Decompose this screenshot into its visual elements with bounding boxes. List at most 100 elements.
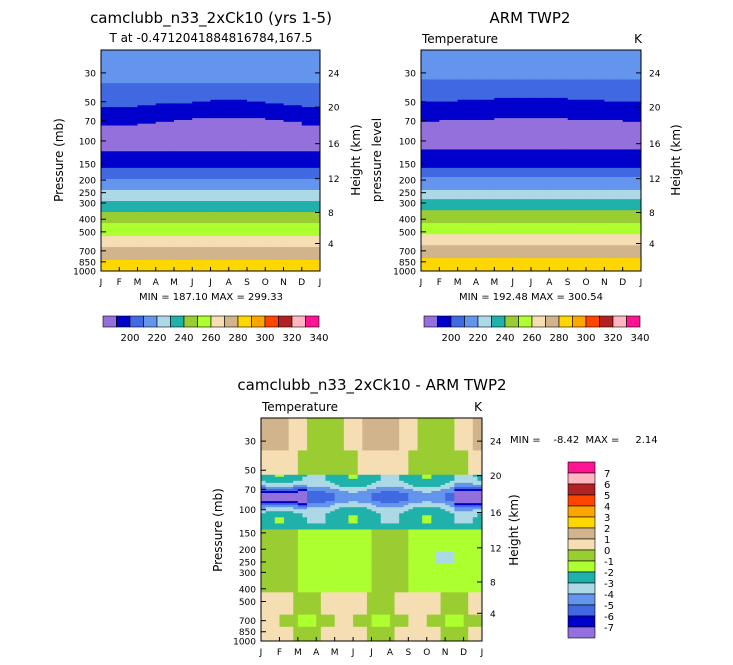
diff-cell xyxy=(334,456,340,460)
diff-cell xyxy=(408,480,414,484)
diff-cell xyxy=(307,450,313,454)
diff-cell xyxy=(449,488,455,492)
model-cell xyxy=(265,169,285,173)
model-cell xyxy=(174,241,193,244)
obs-cell xyxy=(457,143,477,147)
diff-cell xyxy=(422,454,428,458)
diff-cell xyxy=(320,426,327,429)
diff-cell xyxy=(376,424,382,427)
model-cell xyxy=(174,131,193,134)
model-cell xyxy=(283,206,303,209)
diff-cell xyxy=(261,460,267,464)
model-cell xyxy=(247,156,266,160)
obs-cell xyxy=(604,145,624,149)
diff-cell xyxy=(343,430,350,433)
model-cell xyxy=(101,241,120,244)
obs-cell xyxy=(439,68,459,71)
model-cell xyxy=(101,223,120,226)
model-cell xyxy=(301,204,320,208)
diff-cell xyxy=(477,432,482,435)
model-cell xyxy=(192,59,212,62)
obs-cell xyxy=(457,263,477,267)
obs-cell xyxy=(549,136,569,139)
diff-cell xyxy=(376,418,382,421)
diff-cell xyxy=(284,432,290,435)
diff-cell xyxy=(385,495,391,498)
model-cell xyxy=(101,175,120,178)
obs-cell xyxy=(512,79,532,82)
diff-cell xyxy=(449,480,455,484)
obs-cell xyxy=(421,256,440,259)
model-cell xyxy=(174,107,193,110)
diff-cell xyxy=(468,476,474,480)
obs-cell xyxy=(622,166,641,169)
diff-cell xyxy=(265,436,271,439)
obs-cell xyxy=(457,186,477,189)
obs-cell xyxy=(457,250,477,254)
obs-cell xyxy=(439,64,459,68)
model-cell xyxy=(265,254,285,257)
model-cell xyxy=(283,261,303,265)
obs-cell xyxy=(567,219,587,222)
obs-cell xyxy=(457,66,477,70)
obs-cell xyxy=(457,261,477,265)
model-cell xyxy=(137,57,157,60)
model-cell xyxy=(228,234,248,237)
diff-cell xyxy=(399,448,405,452)
obs-cell xyxy=(457,175,477,178)
diff-cell xyxy=(458,480,465,484)
model-cell xyxy=(247,169,266,173)
diff-cell xyxy=(265,452,271,456)
obs-cell xyxy=(622,160,641,163)
obs-cell xyxy=(457,108,477,112)
diff-cell xyxy=(417,474,423,478)
model-cell xyxy=(228,62,248,66)
diff-cell xyxy=(435,430,442,433)
model-cell xyxy=(301,73,320,77)
diff-cell xyxy=(339,440,345,443)
obs-rtick-label: 4 xyxy=(649,240,655,250)
obs-cell xyxy=(622,154,641,158)
model-cell xyxy=(174,208,193,211)
obs-cell xyxy=(586,224,605,228)
model-cell xyxy=(101,96,120,99)
model-cell xyxy=(101,193,120,197)
diff-cell xyxy=(458,468,465,472)
diff-cell xyxy=(293,440,299,443)
model-cell xyxy=(119,166,139,169)
model-cell xyxy=(247,247,266,250)
model-cell xyxy=(247,105,266,108)
diff-cell xyxy=(389,484,396,488)
model-cell xyxy=(174,138,193,141)
obs-cell xyxy=(549,173,569,176)
obs-cell xyxy=(586,147,605,151)
obs-cell xyxy=(439,59,459,62)
obs-cell xyxy=(567,175,587,178)
model-cell xyxy=(228,204,248,208)
diff-cell xyxy=(270,456,276,460)
diff-cell xyxy=(472,488,478,492)
model-cell xyxy=(192,50,212,53)
diff-cell xyxy=(325,458,331,462)
diff-cell xyxy=(417,426,423,429)
obs-cell xyxy=(586,175,605,178)
diff-cell xyxy=(320,462,327,466)
obs-cell xyxy=(421,247,440,250)
diff-cell xyxy=(261,442,267,445)
diff-cell xyxy=(422,493,428,496)
obs-cell xyxy=(586,94,605,97)
diff-cell xyxy=(422,484,428,488)
obs-cell xyxy=(512,254,532,257)
diff-cell xyxy=(376,422,382,425)
model-cell xyxy=(247,151,266,154)
model-cell xyxy=(283,169,303,173)
obs-cell xyxy=(512,138,532,141)
obs-cell xyxy=(439,96,459,99)
obs-cell xyxy=(512,145,532,149)
diff-cell xyxy=(270,476,276,480)
diff-cell xyxy=(316,428,322,431)
model-cell xyxy=(137,177,157,180)
diff-cell xyxy=(330,432,336,435)
obs-cell xyxy=(622,201,641,204)
diff-cell xyxy=(426,470,432,474)
